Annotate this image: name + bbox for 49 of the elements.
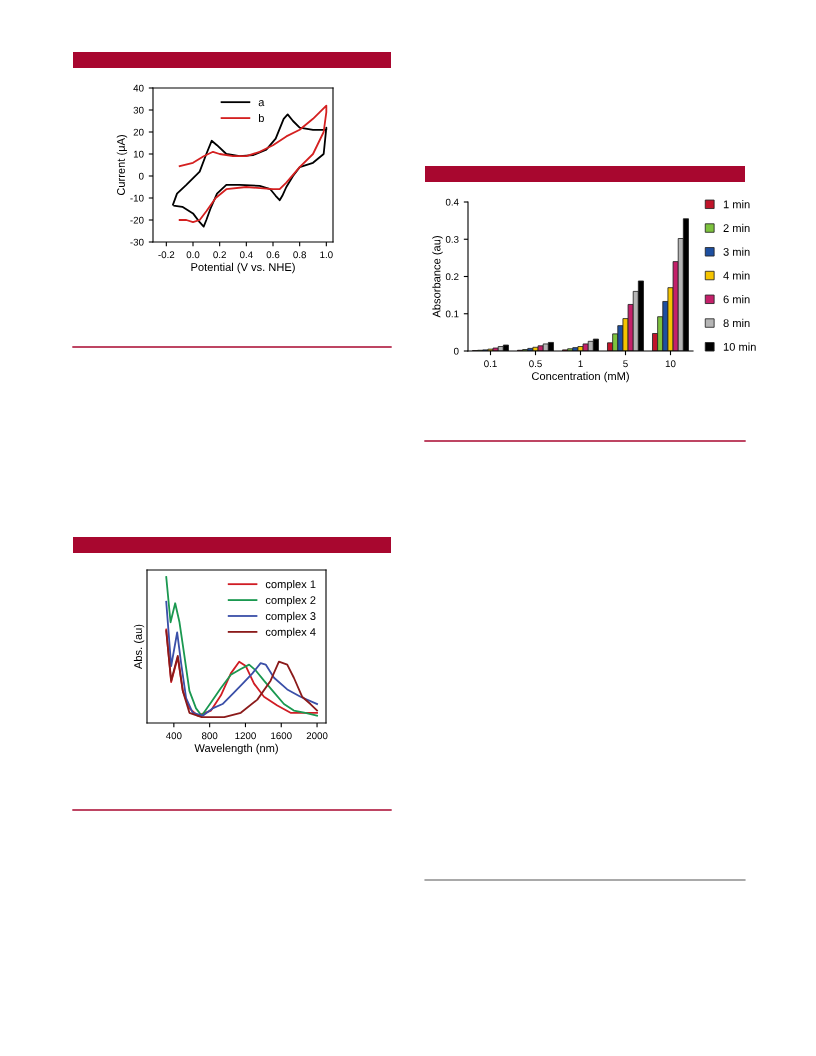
y-tick-label: 0 [453, 347, 459, 355]
legend-label: 3 min [723, 247, 750, 256]
legend-label: 8 min [723, 318, 750, 328]
legend-label: b [258, 113, 264, 123]
legend-label: 4 min [723, 271, 750, 280]
x-tick-label: 2000 [306, 732, 328, 740]
y-tick-label: 0.4 [445, 198, 459, 206]
y-axis-title: Current (μA) [116, 135, 128, 196]
legend-label: 2 min [723, 223, 750, 232]
y-tick-label: -10 [130, 194, 144, 202]
legend-label: a [258, 100, 265, 107]
y-tick-label: 0.3 [445, 235, 459, 243]
legend-label: 1 min [723, 200, 750, 209]
legend-label: 10 min [723, 342, 756, 351]
x-tick-label: 1 [578, 360, 583, 368]
x-tick-label: 0.8 [293, 251, 306, 259]
x-tick-label: 0.2 [213, 251, 226, 259]
x-tick-label: 1200 [235, 732, 256, 740]
x-tick-label: 0.1 [484, 360, 497, 368]
y-tick-label: 40 [133, 84, 144, 92]
x-tick-label: 1.0 [320, 251, 333, 259]
x-tick-label: 0.6 [266, 251, 280, 259]
y-tick-label: 0 [138, 172, 144, 180]
x-axis-title: Potential (V vs. NHE) [191, 262, 295, 274]
x-tick-label: 0.5 [529, 360, 542, 368]
y-tick-label: 0.1 [445, 310, 459, 318]
x-axis-title: Wavelength (nm) [194, 743, 278, 755]
x-tick-label: 5 [623, 360, 628, 368]
legend-label: complex 3 [265, 611, 316, 623]
legend-label: 6 min [723, 295, 750, 304]
y-tick-label: -30 [130, 238, 144, 246]
y-axis-title: Abs. (au) [133, 624, 145, 670]
x-tick-label: 400 [165, 732, 182, 740]
y-tick-label: 30 [133, 106, 144, 114]
legend-label: complex 1 [265, 580, 316, 591]
x-tick-label: 1600 [271, 732, 292, 740]
y-axis-title: Absorbance (au) [432, 236, 443, 318]
legend-label: complex 2 [265, 595, 316, 607]
x-tick-label: 0.0 [186, 251, 200, 259]
x-tick-label: 0.4 [239, 251, 253, 259]
legend-label: complex 4 [265, 627, 316, 639]
x-tick-label: 800 [201, 732, 218, 740]
y-tick-label: -20 [130, 216, 144, 224]
x-axis-title: Concentration (mM) [531, 371, 629, 383]
x-tick-label: 10 [665, 360, 676, 368]
y-tick-label: 10 [133, 150, 144, 158]
y-tick-label: 0.2 [445, 273, 459, 281]
x-tick-label: -0.2 [158, 251, 175, 259]
y-tick-label: 20 [133, 128, 144, 136]
